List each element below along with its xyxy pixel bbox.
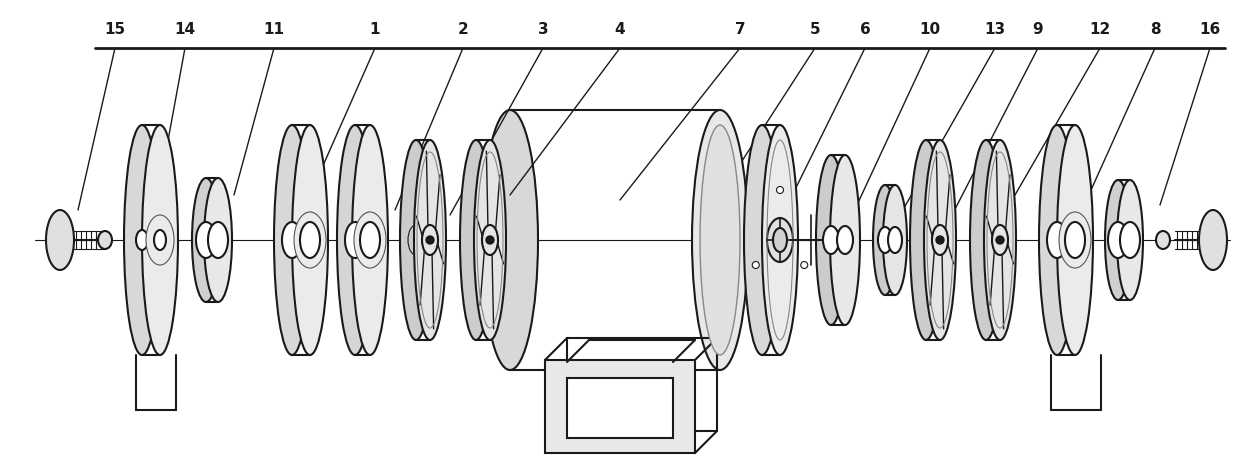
Ellipse shape	[1066, 222, 1085, 258]
Text: 13: 13	[985, 23, 1006, 37]
Circle shape	[486, 236, 494, 244]
Ellipse shape	[292, 125, 328, 355]
Ellipse shape	[743, 125, 781, 355]
Ellipse shape	[400, 140, 432, 340]
Text: 1: 1	[369, 23, 380, 37]
Text: 4: 4	[615, 23, 626, 37]
Ellipse shape	[1059, 212, 1092, 268]
Ellipse shape	[136, 230, 147, 250]
Ellipse shape	[354, 212, 387, 268]
Ellipse shape	[873, 185, 897, 295]
Ellipse shape	[1047, 222, 1067, 258]
Ellipse shape	[414, 140, 446, 340]
Text: 6: 6	[860, 23, 870, 37]
Ellipse shape	[208, 222, 228, 258]
Ellipse shape	[46, 210, 74, 270]
Text: 3: 3	[538, 23, 549, 37]
Ellipse shape	[1040, 125, 1075, 355]
Ellipse shape	[482, 110, 538, 370]
Ellipse shape	[1057, 125, 1093, 355]
Ellipse shape	[984, 140, 1016, 340]
Ellipse shape	[767, 218, 793, 262]
Ellipse shape	[300, 222, 320, 258]
Circle shape	[935, 236, 944, 244]
Ellipse shape	[693, 110, 748, 370]
Ellipse shape	[482, 225, 498, 255]
Ellipse shape	[460, 140, 492, 340]
Ellipse shape	[992, 225, 1009, 255]
Ellipse shape	[838, 226, 852, 254]
Ellipse shape	[773, 228, 787, 252]
Ellipse shape	[883, 185, 907, 295]
Text: 8: 8	[1150, 23, 1160, 37]
Text: 2: 2	[457, 23, 468, 37]
Ellipse shape	[1120, 222, 1140, 258]
Circle shape	[752, 262, 760, 269]
Ellipse shape	[422, 225, 439, 255]
Circle shape	[426, 236, 434, 244]
Ellipse shape	[878, 227, 892, 253]
Ellipse shape	[924, 140, 957, 340]
Ellipse shape	[274, 125, 310, 355]
Ellipse shape	[888, 227, 902, 253]
Ellipse shape	[830, 155, 860, 325]
Ellipse shape	[154, 230, 166, 250]
Bar	[545, 360, 695, 453]
Ellipse shape	[932, 225, 948, 255]
Ellipse shape	[124, 125, 160, 355]
Ellipse shape	[352, 125, 388, 355]
Ellipse shape	[146, 215, 173, 265]
Text: 12: 12	[1089, 23, 1110, 37]
Ellipse shape	[1199, 210, 1227, 270]
Ellipse shape	[970, 140, 1002, 340]
Ellipse shape	[361, 222, 380, 258]
Text: 16: 16	[1199, 23, 1220, 37]
Ellipse shape	[475, 140, 506, 340]
Ellipse shape	[909, 140, 942, 340]
Ellipse shape	[1105, 180, 1131, 300]
Ellipse shape	[142, 125, 178, 355]
Ellipse shape	[700, 125, 740, 355]
Text: 11: 11	[264, 23, 285, 37]
Circle shape	[777, 186, 783, 193]
Circle shape	[996, 236, 1004, 244]
Ellipse shape	[1108, 222, 1127, 258]
Ellipse shape	[762, 125, 798, 355]
Ellipse shape	[1156, 231, 1170, 249]
Ellipse shape	[192, 178, 221, 302]
Circle shape	[800, 262, 808, 269]
Ellipse shape	[294, 212, 326, 268]
Bar	[567, 378, 673, 438]
Text: 14: 14	[175, 23, 196, 37]
Text: 9: 9	[1032, 23, 1043, 37]
Ellipse shape	[337, 125, 373, 355]
Ellipse shape	[344, 222, 366, 258]
Text: 7: 7	[735, 23, 746, 37]
Ellipse shape	[282, 222, 302, 258]
Ellipse shape	[408, 225, 424, 255]
Text: 10: 10	[919, 23, 940, 37]
Text: 15: 15	[104, 23, 125, 37]
Text: 5: 5	[810, 23, 820, 37]
Ellipse shape	[823, 226, 839, 254]
Ellipse shape	[204, 178, 232, 302]
Ellipse shape	[196, 222, 216, 258]
Ellipse shape	[817, 155, 846, 325]
Ellipse shape	[98, 231, 112, 249]
Ellipse shape	[1118, 180, 1144, 300]
